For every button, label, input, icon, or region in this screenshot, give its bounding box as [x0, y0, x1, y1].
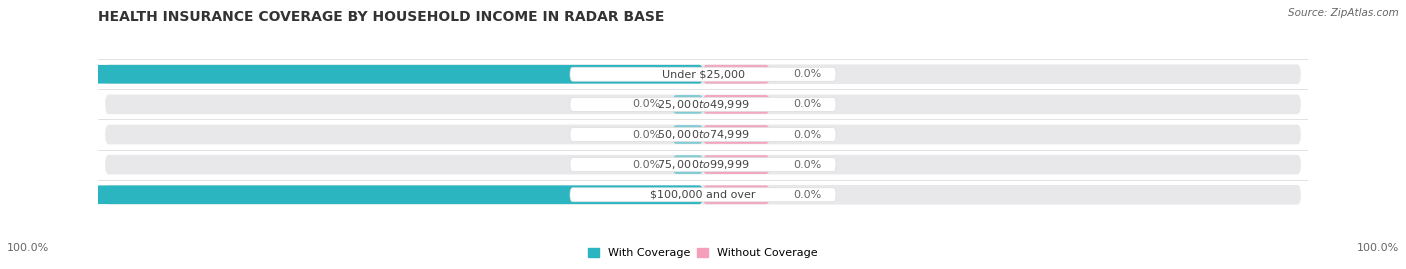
- FancyBboxPatch shape: [569, 97, 837, 111]
- Text: $25,000 to $49,999: $25,000 to $49,999: [657, 98, 749, 111]
- FancyBboxPatch shape: [703, 95, 769, 114]
- Text: 0.0%: 0.0%: [794, 160, 823, 170]
- FancyBboxPatch shape: [569, 67, 837, 81]
- Text: $100,000 and over: $100,000 and over: [650, 190, 756, 200]
- FancyBboxPatch shape: [0, 185, 703, 204]
- FancyBboxPatch shape: [104, 94, 1302, 115]
- Text: HEALTH INSURANCE COVERAGE BY HOUSEHOLD INCOME IN RADAR BASE: HEALTH INSURANCE COVERAGE BY HOUSEHOLD I…: [98, 10, 665, 24]
- FancyBboxPatch shape: [569, 188, 837, 202]
- FancyBboxPatch shape: [703, 185, 769, 204]
- FancyBboxPatch shape: [703, 65, 769, 84]
- FancyBboxPatch shape: [569, 128, 837, 141]
- FancyBboxPatch shape: [673, 125, 703, 144]
- Text: 100.0%: 100.0%: [7, 243, 49, 253]
- Text: 0.0%: 0.0%: [794, 99, 823, 109]
- FancyBboxPatch shape: [569, 158, 837, 172]
- Text: $50,000 to $74,999: $50,000 to $74,999: [657, 128, 749, 141]
- Text: 100.0%: 100.0%: [1357, 243, 1399, 253]
- Text: 0.0%: 0.0%: [794, 190, 823, 200]
- Text: Source: ZipAtlas.com: Source: ZipAtlas.com: [1288, 8, 1399, 18]
- Text: 0.0%: 0.0%: [794, 69, 823, 79]
- Legend: With Coverage, Without Coverage: With Coverage, Without Coverage: [588, 248, 818, 258]
- FancyBboxPatch shape: [0, 65, 703, 84]
- Text: $75,000 to $99,999: $75,000 to $99,999: [657, 158, 749, 171]
- FancyBboxPatch shape: [703, 125, 769, 144]
- Text: 0.0%: 0.0%: [633, 160, 661, 170]
- FancyBboxPatch shape: [104, 154, 1302, 175]
- Text: 0.0%: 0.0%: [633, 99, 661, 109]
- FancyBboxPatch shape: [673, 95, 703, 114]
- FancyBboxPatch shape: [703, 155, 769, 174]
- Text: Under $25,000: Under $25,000: [661, 69, 745, 79]
- FancyBboxPatch shape: [104, 184, 1302, 205]
- FancyBboxPatch shape: [104, 64, 1302, 85]
- Text: 0.0%: 0.0%: [794, 129, 823, 140]
- Text: 0.0%: 0.0%: [633, 129, 661, 140]
- FancyBboxPatch shape: [104, 124, 1302, 145]
- FancyBboxPatch shape: [673, 155, 703, 174]
